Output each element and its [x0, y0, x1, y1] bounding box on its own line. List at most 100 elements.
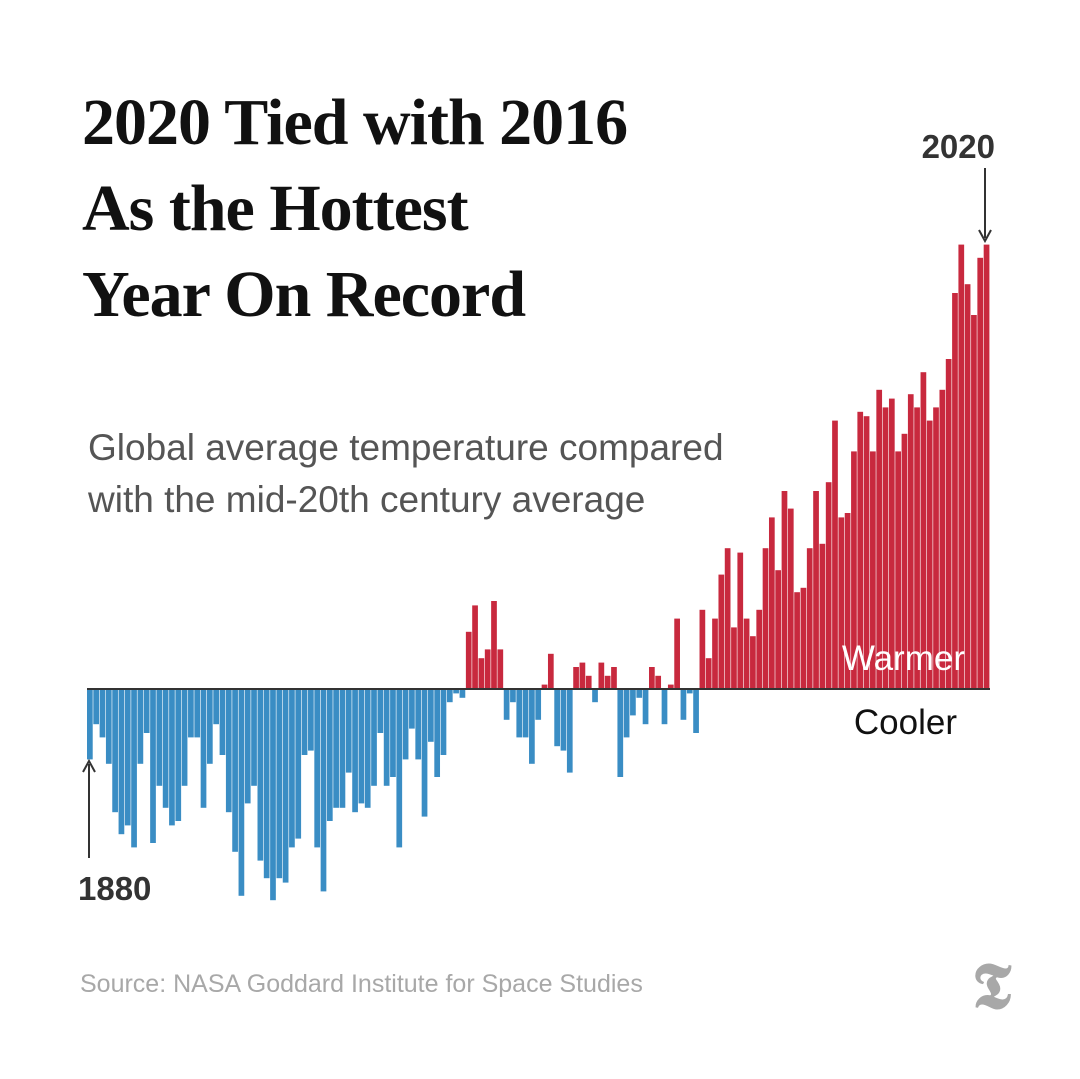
bar-1880 — [87, 689, 93, 760]
bar-1903 — [232, 689, 238, 852]
bar-1902 — [225, 689, 232, 813]
bar-2017 — [952, 293, 958, 689]
bar-1958 — [579, 662, 586, 689]
bar-1922 — [352, 689, 358, 813]
bar-1956 — [566, 689, 573, 773]
bar-1998 — [832, 420, 838, 689]
bar-2010 — [907, 394, 914, 689]
bar-1939 — [459, 689, 466, 698]
bar-1910 — [276, 689, 283, 879]
bar-1921 — [345, 689, 352, 773]
bar-1974 — [680, 689, 687, 720]
bar-1991 — [787, 508, 794, 689]
bar-1928 — [390, 689, 396, 777]
bar-1885 — [118, 689, 125, 835]
bar-2002 — [857, 411, 864, 689]
bar-1985 — [750, 636, 756, 689]
bar-1978 — [705, 658, 712, 689]
bar-2020 — [971, 315, 977, 689]
bar-1969 — [649, 667, 655, 689]
nyt-logo-icon: 𝕿 — [972, 951, 1012, 1022]
bar-1964 — [617, 689, 624, 777]
bar-1923 — [358, 689, 365, 804]
bar-2012 — [920, 372, 927, 689]
bar-1966 — [630, 689, 636, 716]
bar-1935 — [434, 689, 441, 777]
bar-1959 — [585, 675, 592, 689]
bar-1983 — [737, 552, 744, 689]
bar-1984 — [743, 618, 750, 689]
bar-1938 — [453, 689, 459, 694]
bar-1941 — [472, 605, 478, 689]
bar-1986 — [756, 609, 763, 689]
bar-1925 — [371, 689, 377, 786]
bar-1982 — [731, 627, 737, 689]
bar-1917 — [320, 689, 327, 892]
bar-1932 — [415, 689, 422, 760]
bar-1899 — [206, 689, 213, 764]
bar-1951 — [535, 689, 542, 720]
bar-1931 — [409, 689, 415, 729]
bar-2004 — [870, 451, 876, 689]
bar-2007 — [888, 398, 895, 689]
bar-1972 — [667, 684, 674, 689]
bar-1997 — [825, 482, 832, 689]
bar-1948 — [516, 689, 523, 738]
bar-2000 — [844, 513, 851, 689]
bar-1883 — [105, 689, 112, 764]
bar-1937 — [446, 689, 453, 703]
bar-2016 — [945, 359, 952, 689]
bar-1893 — [169, 689, 175, 826]
title-line-1: 2020 Tied with 2016 — [82, 86, 628, 159]
bar-1942 — [478, 658, 485, 689]
bar-1950 — [529, 689, 535, 764]
bar-1889 — [143, 689, 150, 733]
bar-1900 — [213, 689, 219, 725]
bar-1955 — [560, 689, 567, 751]
bar-1896 — [188, 689, 194, 738]
bar-1895 — [181, 689, 188, 786]
bar-1882 — [99, 689, 106, 738]
subtitle-line-1: Global average temperature compared — [88, 427, 724, 468]
bar-2003 — [863, 416, 870, 689]
bar-1891 — [156, 689, 163, 786]
bar-1897 — [194, 689, 201, 738]
bar-1919 — [333, 689, 339, 808]
bar-1887 — [131, 689, 137, 848]
bar-1914 — [301, 689, 308, 755]
end-year-label: 2020 — [922, 128, 995, 165]
bar-1888 — [137, 689, 144, 764]
bar-1979 — [712, 618, 718, 689]
chart-title: 2020 Tied with 2016 As the Hottest Year … — [82, 80, 628, 338]
source-note: Source: NASA Goddard Institute for Space… — [80, 970, 643, 998]
bar-1927 — [383, 689, 390, 786]
bar-1957 — [573, 667, 579, 689]
bar-1989 — [775, 570, 782, 689]
bar-2013 — [926, 420, 933, 689]
bar-1908 — [263, 689, 270, 879]
bar-1904 — [238, 689, 245, 896]
bar-1881 — [93, 689, 100, 725]
bar-1975 — [686, 689, 693, 694]
bar-1930 — [402, 689, 409, 760]
bar-1906 — [251, 689, 257, 786]
bar-1965 — [623, 689, 630, 738]
bar-1954 — [554, 689, 560, 747]
cooler-label: Cooler — [854, 703, 957, 742]
bars-group — [87, 244, 990, 901]
bar-1924 — [364, 689, 371, 808]
bar-1909 — [270, 689, 276, 901]
bar-1994 — [806, 548, 813, 689]
title-line-3: Year On Record — [82, 258, 526, 331]
bar-1898 — [200, 689, 207, 808]
bar-2021 — [977, 257, 984, 689]
bar-1944 — [491, 601, 497, 689]
bar-1892 — [162, 689, 169, 808]
bar-1962 — [604, 675, 611, 689]
bar-1890 — [150, 689, 156, 843]
bar-1926 — [377, 689, 384, 733]
bar-1907 — [257, 689, 264, 861]
bar-1901 — [219, 689, 226, 755]
bar-1952 — [541, 684, 548, 689]
